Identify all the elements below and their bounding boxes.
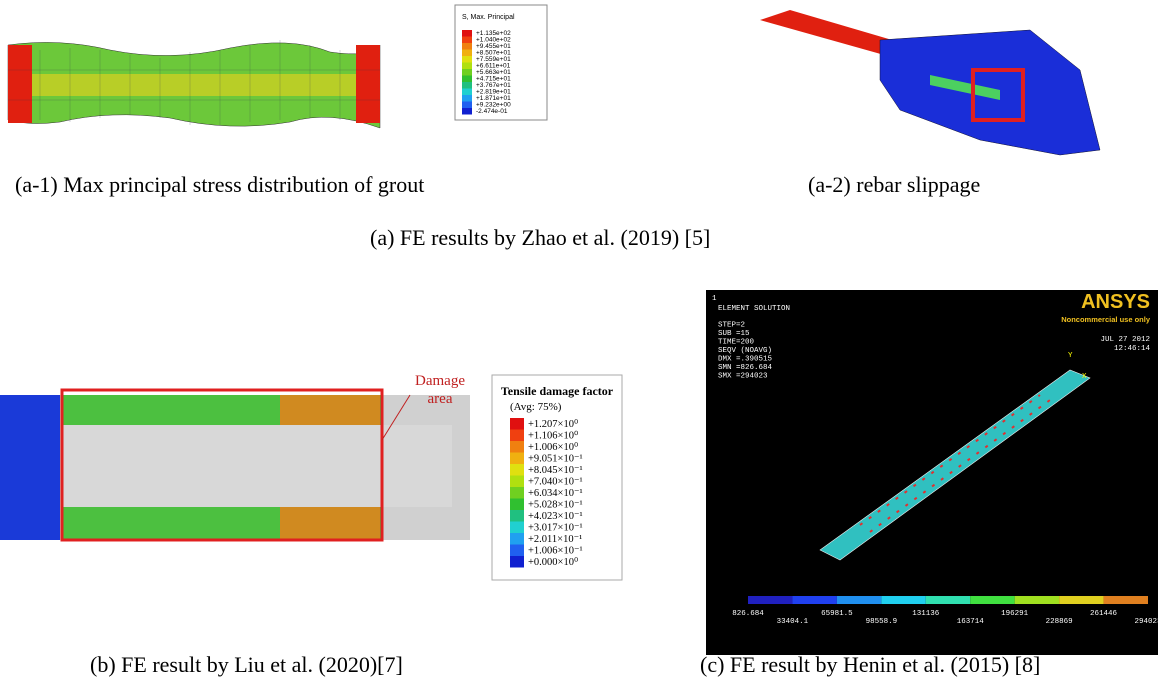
colorbar-label: 65981.5 <box>821 610 853 618</box>
header-line: TIME=200 <box>718 339 755 347</box>
time: 12:46:14 <box>1114 345 1151 353</box>
colorbar-label: 98558.9 <box>866 618 898 626</box>
legend-swatch <box>510 441 524 453</box>
legend-label: +7.040×10⁻¹ <box>528 477 583 488</box>
grout-end <box>356 45 380 123</box>
caption: (c) FE result by Henin et al. (2015) [8] <box>700 652 1040 678</box>
legend-swatch <box>462 76 472 83</box>
legend-label: +9.051×10⁻¹ <box>528 454 583 465</box>
colorbar-label: 228869 <box>1046 618 1073 626</box>
colorbar-segment <box>970 596 1014 604</box>
legend-swatch <box>510 522 524 534</box>
legend-label: +2.011×10⁻¹ <box>528 534 582 545</box>
legend-swatch <box>462 30 472 37</box>
caption: (a-1) Max principal stress distribution … <box>15 172 424 198</box>
header-line: SMN =826.684 <box>718 364 773 372</box>
header-line: DMX =.390515 <box>718 356 773 364</box>
legend-label: +3.017×10⁻¹ <box>528 523 583 534</box>
colorbar-label: 131136 <box>912 610 940 618</box>
legend-label: +5.028×10⁻¹ <box>528 500 583 511</box>
legend-swatch <box>510 418 524 430</box>
legend-swatch <box>462 108 472 115</box>
colorbar-segment <box>837 596 881 604</box>
caption: (a-2) rebar slippage <box>808 172 980 198</box>
legend-swatch <box>510 487 524 499</box>
colorbar-segment <box>926 596 970 604</box>
header-line: ELEMENT SOLUTION <box>718 305 790 313</box>
legend-swatch <box>462 95 472 102</box>
colorbar-segment <box>1015 596 1059 604</box>
logo: ANSYS <box>1081 291 1150 313</box>
legend-label: -2.474e-01 <box>476 108 508 115</box>
colorbar-label: 163714 <box>957 618 985 626</box>
legend-label: +1.006×10⁰ <box>528 441 579 453</box>
grout-end <box>8 45 32 123</box>
legend-swatch <box>462 102 472 109</box>
header-line: SMX =294023 <box>718 373 768 381</box>
legend-label: +4.023×10⁻¹ <box>528 511 583 522</box>
legend-title: S, Max. Principal <box>462 14 515 21</box>
rebar <box>62 425 452 507</box>
caption: (b) FE result by Liu et al. (2020)[7] <box>90 652 403 678</box>
legend-label: +1.106×10⁰ <box>528 430 579 442</box>
colorbar-segment <box>881 596 925 604</box>
legend-swatch <box>462 56 472 63</box>
caption: (a) FE results by Zhao et al. (2019) [5] <box>370 225 710 251</box>
header-line: SEQV (NOAVG) <box>718 347 772 355</box>
legend-swatch <box>462 50 472 57</box>
legend-label: +0.000×10⁰ <box>528 556 579 568</box>
rebar-zone <box>32 74 356 96</box>
legend-swatch <box>510 430 524 442</box>
axis-label: X <box>1082 373 1087 381</box>
colorbar-label: 826.684 <box>732 610 764 618</box>
legend-subtitle: (Avg: 75%) <box>510 401 562 413</box>
date: JUL 27 2012 <box>1100 336 1150 344</box>
legend-label: +6.034×10⁻¹ <box>528 488 583 499</box>
anchor-zone <box>0 395 60 540</box>
legend-swatch <box>510 499 524 511</box>
legend-swatch <box>510 510 524 522</box>
legend-swatch <box>462 43 472 50</box>
colorbar-segment <box>1059 596 1103 604</box>
legend-swatch <box>510 545 524 557</box>
colorbar-label: 261446 <box>1090 610 1118 618</box>
colorbar-label: 294023 <box>1134 618 1158 626</box>
logo-note: Noncommercial use only <box>1061 315 1151 324</box>
legend-label: +8.045×10⁻¹ <box>528 465 583 476</box>
legend-label: +1.006×10⁻¹ <box>528 546 583 557</box>
figure: S, Max. Principal+1.135e+02+1.040e+02+9.… <box>0 0 1158 691</box>
legend-swatch <box>510 556 524 568</box>
legend-swatch <box>510 476 524 488</box>
legend-swatch <box>462 82 472 89</box>
legend-title: Tensile damage factor <box>501 384 614 398</box>
figure-graphics: S, Max. Principal+1.135e+02+1.040e+02+9.… <box>0 0 1158 691</box>
colorbar-label: 196291 <box>1001 610 1029 618</box>
legend-swatch <box>510 533 524 545</box>
colorbar-label: 33404.1 <box>777 618 809 626</box>
axis-label: Y <box>1068 352 1073 360</box>
colorbar-segment <box>792 596 836 604</box>
legend-swatch <box>462 37 472 44</box>
colorbar-segment <box>1104 596 1148 604</box>
legend-swatch <box>462 69 472 76</box>
legend-swatch <box>510 464 524 476</box>
header-line: STEP=2 <box>718 322 745 330</box>
legend-swatch <box>462 89 472 96</box>
legend-label: +1.207×10⁰ <box>528 418 579 430</box>
legend-swatch <box>510 453 524 465</box>
legend-swatch <box>462 63 472 70</box>
colorbar-segment <box>748 596 792 604</box>
window-number: 1 <box>712 295 717 303</box>
header-line: SUB =15 <box>718 330 750 338</box>
